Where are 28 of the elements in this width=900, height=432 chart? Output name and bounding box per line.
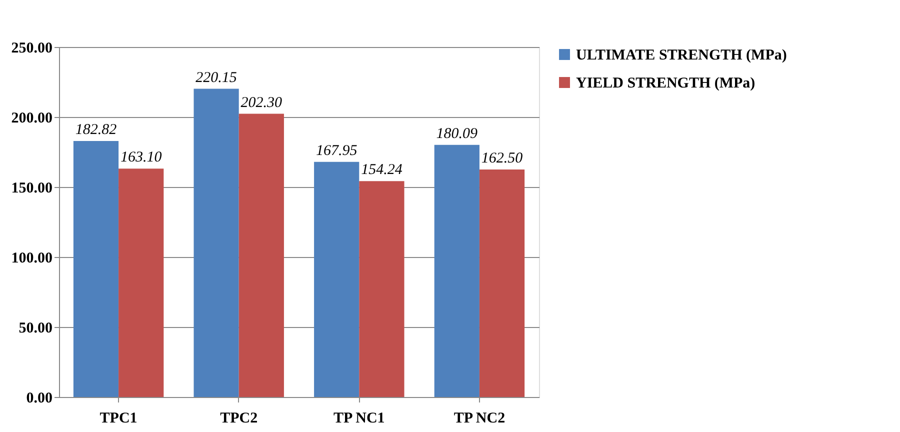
legend-label: YIELD STRENGTH (MPa): [576, 76, 756, 92]
data-label: 182.82: [75, 122, 118, 138]
data-label: 154.24: [361, 162, 403, 178]
y-tick-label: 150.00: [11, 180, 52, 196]
data-label: 220.15: [196, 70, 238, 86]
bar: [314, 162, 360, 397]
y-tick-label: 250.00: [11, 40, 52, 56]
y-tick-label: 100.00: [11, 250, 52, 266]
x-tick-label: TPC1: [100, 410, 138, 426]
x-tick-label: TPC2: [220, 410, 258, 426]
bar: [73, 141, 119, 397]
bar: [359, 181, 404, 397]
bar: [194, 88, 239, 397]
y-tick-label: 50.00: [18, 320, 52, 336]
legend-label: ULTIMATE STRENGTH (MPa): [576, 48, 787, 64]
x-tick-label: TP NC1: [334, 410, 385, 426]
data-label: 162.50: [481, 150, 524, 166]
bar: [479, 170, 525, 397]
y-tick-label: 200.00: [11, 110, 52, 126]
data-label: 163.10: [120, 150, 162, 166]
data-label: 202.30: [240, 94, 283, 111]
x-tick-label: TP NC2: [454, 410, 506, 426]
data-label: 167.95: [316, 142, 358, 159]
y-tick-label: 0.00: [26, 390, 52, 406]
bar: [238, 114, 284, 397]
data-label: 180.09: [436, 126, 478, 142]
bar: [434, 144, 480, 397]
bar: [118, 168, 164, 397]
